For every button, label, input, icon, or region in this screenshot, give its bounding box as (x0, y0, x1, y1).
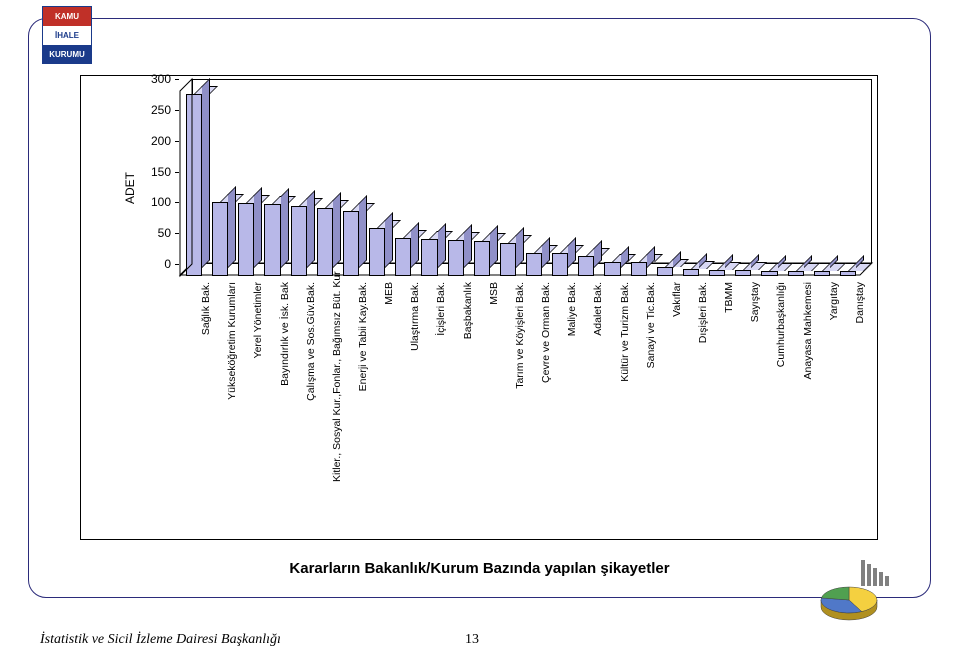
chart-xcategory-label: MEB (383, 282, 395, 482)
chart-xcategory-label: Bayındırlık ve İsk. Bak (279, 282, 291, 482)
chart-xcategory-label: Anayasa Mahkemesi (802, 282, 814, 482)
chart-bar (709, 270, 725, 276)
chart-bar (238, 203, 254, 276)
chart-bar (683, 269, 699, 276)
footer-page-number: 13 (465, 632, 479, 648)
chart-bar (761, 271, 777, 276)
chart-bar (788, 271, 804, 276)
chart-xcategory-label: MSB (488, 282, 500, 482)
chart-xcategory-label: Kitler., Sosyal Kur.,Fonlar., Bağımsız B… (331, 282, 343, 482)
chart-bar (840, 271, 856, 276)
chart-bar (317, 208, 333, 276)
chart-xcategory-label: Tarım ve Köyişleri Bak. (514, 282, 526, 482)
chart-bar (474, 241, 490, 276)
ytick-label: 250 (135, 103, 171, 117)
decor-chart-icon (815, 552, 905, 622)
chart-xcategory-label: Dışişleri Bak. (697, 282, 709, 482)
chart-xcategory-label: Ulaştırma Bak. (409, 282, 421, 482)
footer-dept: İstatistik ve Sicil İzleme Dairesi Başka… (40, 632, 281, 648)
chart-xcategory-label: Sayıştay (749, 282, 761, 482)
ytick-label: 200 (135, 134, 171, 148)
page-root: KAMU İHALE KURUMU ADET 05010015020025030… (0, 0, 959, 663)
chart-bar (657, 267, 673, 276)
chart-xcategory-label: Maliye Bak. (566, 282, 578, 482)
logo-line2: İHALE (43, 26, 91, 45)
chart-xcategory-label: Çalışma ve Sos.Güv.Bak. (305, 282, 317, 482)
chart-panel: ADET 050100150200250300 Sağlık Bak.Yükse… (80, 75, 878, 540)
chart-bar (421, 239, 437, 276)
chart-bar (212, 202, 228, 276)
chart-bar (369, 228, 385, 276)
chart-xcategory-label: Yerel Yönetimler (252, 282, 264, 482)
chart-bar (291, 206, 307, 276)
ytick-label: 100 (135, 195, 171, 209)
chart-xcategory-label: Yükseköğretim Kurumları (226, 282, 238, 482)
logo-line3: KURUMU (43, 45, 91, 64)
chart-xcategory-label: Vakıflar (671, 282, 683, 482)
chart-xcategory-label: Enerji ve Tabii Kay.Bak. (357, 282, 369, 482)
chart-bar (578, 256, 594, 276)
chart-bar (735, 270, 751, 276)
chart-bar (500, 243, 516, 276)
chart-xcategory-label: İçişleri Bak. (435, 282, 447, 482)
chart-bar (395, 238, 411, 276)
chart-bar (264, 204, 280, 276)
chart-xcategory-label: Adalet Bak. (592, 282, 604, 482)
chart-bar (526, 253, 542, 276)
ytick-label: 150 (135, 165, 171, 179)
ytick-label: 50 (135, 226, 171, 240)
chart-xcategory-label: TBMM (723, 282, 735, 482)
chart-bar (631, 262, 647, 276)
chart-bar (343, 211, 359, 276)
chart-xcategory-label: Danıştay (854, 282, 866, 482)
chart-bars (181, 91, 861, 276)
chart-xcategory-label: Sağlık Bak. (200, 282, 212, 482)
ytick-label: 0 (135, 257, 171, 271)
chart-bar (604, 262, 620, 276)
ytick-label: 300 (135, 72, 171, 86)
chart-bar (814, 271, 830, 276)
chart-xcategory-label: Çevre ve Orman Bak. (540, 282, 552, 482)
chart-bar (552, 253, 568, 276)
chart-bar (448, 240, 464, 276)
chart-xcategory-label: Sanayi ve Tic.Bak. (645, 282, 657, 482)
logo-line1: KAMU (43, 7, 91, 26)
chart-xcategory-label: Cumhurbaşkanlığı (775, 282, 787, 482)
chart-xcategory-label: Başbakanlık (462, 282, 474, 482)
chart-xcategory-label: Kültür ve Turizm Bak. (619, 282, 631, 482)
logo: KAMU İHALE KURUMU (42, 6, 92, 64)
chart-xcategory-label: Yargıtay (828, 282, 840, 482)
